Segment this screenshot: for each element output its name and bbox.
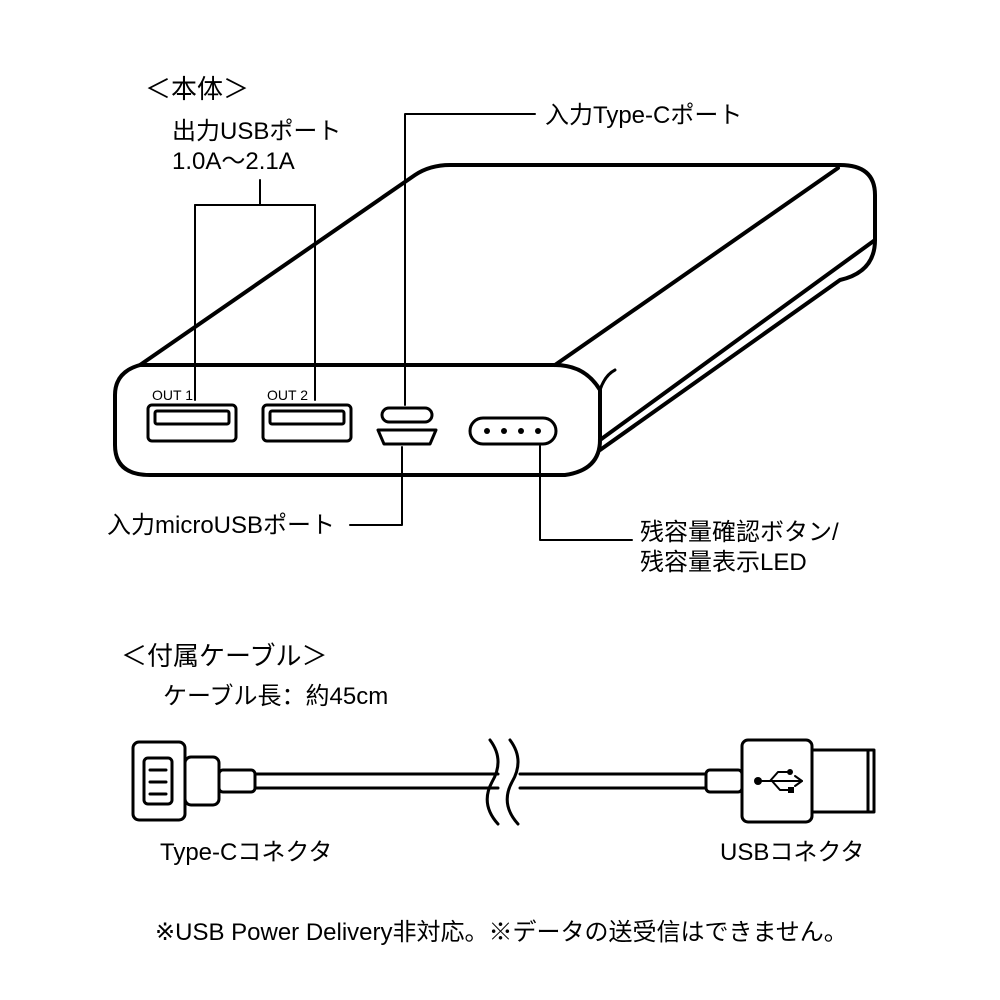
footnote: ※USB Power Delivery非対応。※データの送受信はできません。 xyxy=(155,912,848,947)
callout-led-line1: 残容量確認ボタン/ xyxy=(640,517,839,548)
header-cable: ＜付属ケーブル＞ xyxy=(121,640,327,674)
callout-microusb-in: 入力microUSBポート xyxy=(107,510,335,541)
connector-usb-label: USBコネクタ xyxy=(720,837,864,868)
callout-typec-in: 入力Type-Cポート xyxy=(545,100,742,131)
header-main-unit: ＜本体＞ xyxy=(145,73,249,107)
callout-led-line2: 残容量表示LED xyxy=(640,547,807,578)
callout-usb-out-line1: 出力USBポート xyxy=(172,116,341,147)
connector-typec-label: Type-Cコネクタ xyxy=(160,837,332,868)
callout-usb-out-line2: 1.0A〜2.1A xyxy=(172,146,295,177)
port-label-out2: OUT 2 xyxy=(267,387,308,403)
cable-length-label: ケーブル長：約45cm xyxy=(163,681,388,712)
port-label-out1: OUT 1 xyxy=(152,387,193,403)
